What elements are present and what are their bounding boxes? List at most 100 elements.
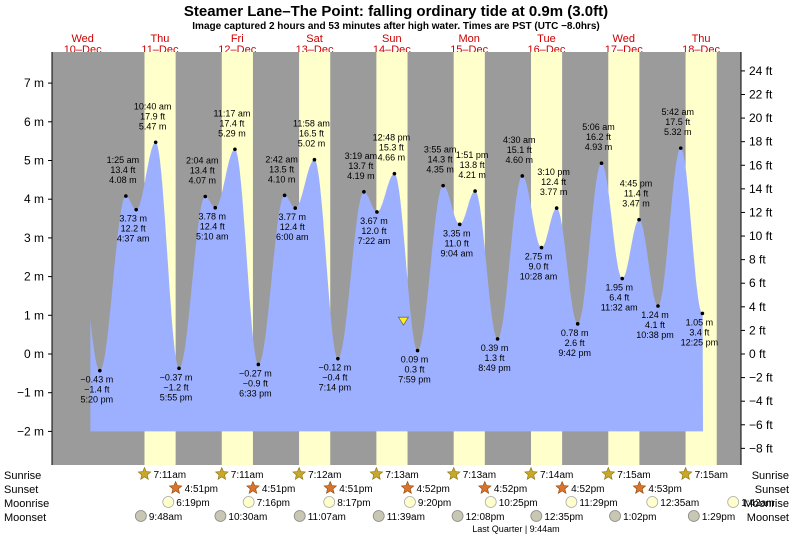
extreme-label: 5:55 pm: [160, 392, 193, 402]
sunrise-time: 7:15am: [617, 470, 650, 481]
day-label-weekday: Tue: [537, 33, 556, 45]
right-tick-label: −8 ft: [749, 441, 773, 455]
moonset-time: 10:30am: [228, 512, 267, 523]
extreme-label: 12.4 ft: [541, 177, 567, 187]
right-tick-label: 2 ft: [749, 323, 766, 337]
extreme-label: 4.07 m: [189, 175, 217, 185]
extreme-point: [473, 189, 477, 193]
moonrise-icon: [727, 496, 740, 508]
moonrise-time: 8:17pm: [337, 498, 370, 509]
extreme-label: 3.67 m: [360, 216, 388, 226]
extreme-label: 13.5 ft: [269, 164, 295, 174]
sunrise-icon: [137, 466, 152, 480]
sunrise-icon: [292, 466, 307, 480]
right-tick-label: 22 ft: [749, 87, 773, 101]
extreme-point: [575, 322, 580, 326]
extreme-point: [312, 157, 317, 162]
extreme-label: 7:14 pm: [319, 383, 352, 393]
extreme-label: −1.4 ft: [84, 385, 110, 395]
chart-title: Steamer Lane–The Point: falling ordinary…: [184, 3, 608, 20]
extreme-label: 12.4 ft: [280, 222, 306, 232]
moonset-icon: [372, 510, 385, 522]
extreme-point: [233, 147, 237, 152]
right-tick-label: 14 ft: [749, 182, 773, 196]
extreme-point: [599, 161, 604, 166]
sunset-time: 4:51pm: [185, 484, 218, 495]
moonrise-icon: [323, 496, 336, 508]
sunrise-icon: [601, 466, 616, 480]
extreme-label: 4.21 m: [458, 170, 486, 180]
extreme-point: [637, 217, 641, 222]
moonset-time: 12:08pm: [466, 512, 505, 523]
extreme-point: [282, 193, 287, 198]
sunset-icon: [246, 480, 260, 494]
extreme-label: 4:45 pm: [620, 179, 653, 189]
sunrise-time: 7:13am: [463, 470, 496, 481]
extreme-label: 8:49 pm: [478, 363, 511, 373]
left-tick-label: 6 m: [24, 115, 44, 129]
extreme-point: [134, 207, 138, 212]
moonrise-row-label-right: Moonrise: [744, 498, 789, 510]
extreme-label: 3.77 m: [278, 212, 306, 222]
day-label-weekday: Fri: [231, 33, 244, 45]
sunset-icon: [477, 480, 492, 494]
moonrise-icon: [484, 496, 497, 508]
extreme-label: −0.12 m: [318, 363, 351, 373]
extreme-label: 9.0 ft: [529, 262, 550, 272]
extreme-point: [124, 194, 128, 198]
extreme-label: 3:55 am: [424, 145, 457, 155]
extreme-label: 11.4 ft: [624, 189, 649, 199]
extreme-label: 14.3 ft: [428, 155, 454, 165]
extreme-label: 1.95 m: [605, 283, 633, 293]
extreme-label: 12.2 ft: [121, 224, 147, 234]
left-tick-label: 2 m: [24, 270, 44, 284]
moonset-icon: [530, 510, 543, 522]
extreme-label: 3:19 am: [345, 151, 378, 161]
sunrise-time: 7:13am: [385, 470, 418, 481]
extreme-label: −0.37 m: [160, 372, 193, 382]
extreme-label: 17.9 ft: [140, 111, 166, 121]
tide-area: [90, 142, 703, 432]
extreme-label: 9:04 am: [440, 248, 473, 258]
left-tick-label: 3 m: [24, 231, 44, 245]
extreme-label: 15.3 ft: [379, 143, 405, 153]
sunrise-time: 7:12am: [308, 470, 341, 481]
moonrise-time: 6:19pm: [176, 498, 209, 509]
extreme-point: [554, 206, 559, 210]
extreme-label: 5.02 m: [298, 139, 326, 149]
sunset-icon: [168, 480, 183, 494]
extreme-label: 11:58 am: [293, 119, 330, 129]
extreme-label: 3.73 m: [119, 214, 147, 224]
extreme-point: [392, 171, 397, 176]
extreme-point: [375, 210, 379, 214]
moonset-icon: [687, 510, 700, 522]
right-tick-label: 24 ft: [749, 64, 773, 78]
sunrise-icon: [678, 466, 693, 480]
moonrise-time: 9:20pm: [418, 498, 451, 509]
extreme-label: −0.9 ft: [243, 378, 269, 388]
extreme-label: 5:42 am: [661, 107, 694, 117]
moonset-time: 11:39am: [387, 512, 425, 523]
extreme-label: 10:40 am: [134, 101, 172, 111]
sunrise-time: 7:15am: [695, 470, 728, 481]
extreme-label: 15.1 ft: [507, 145, 533, 155]
extreme-label: 4.08 m: [109, 175, 137, 185]
extreme-point: [362, 190, 366, 194]
extreme-label: 12:25 pm: [681, 337, 719, 347]
sunrise-row-label-left: Sunrise: [4, 470, 41, 482]
extreme-label: 4.1 ft: [645, 320, 666, 330]
right-tick-label: 12 ft: [749, 205, 773, 219]
sunset-time: 4:51pm: [262, 484, 295, 495]
right-tick-label: 20 ft: [749, 111, 773, 125]
day-label-weekday: Wed: [613, 33, 635, 45]
sunset-icon: [400, 480, 415, 494]
extreme-label: 6:00 am: [276, 232, 309, 242]
extreme-label: 0.09 m: [401, 355, 429, 365]
extreme-label: −0.4 ft: [322, 373, 348, 383]
extreme-label: 16.5 ft: [299, 129, 325, 139]
sunrise-icon: [446, 466, 461, 480]
extreme-label: 12.0 ft: [361, 226, 387, 236]
right-tick-label: −2 ft: [749, 371, 773, 385]
extreme-label: 2:42 am: [265, 154, 298, 164]
extreme-point: [293, 206, 298, 210]
